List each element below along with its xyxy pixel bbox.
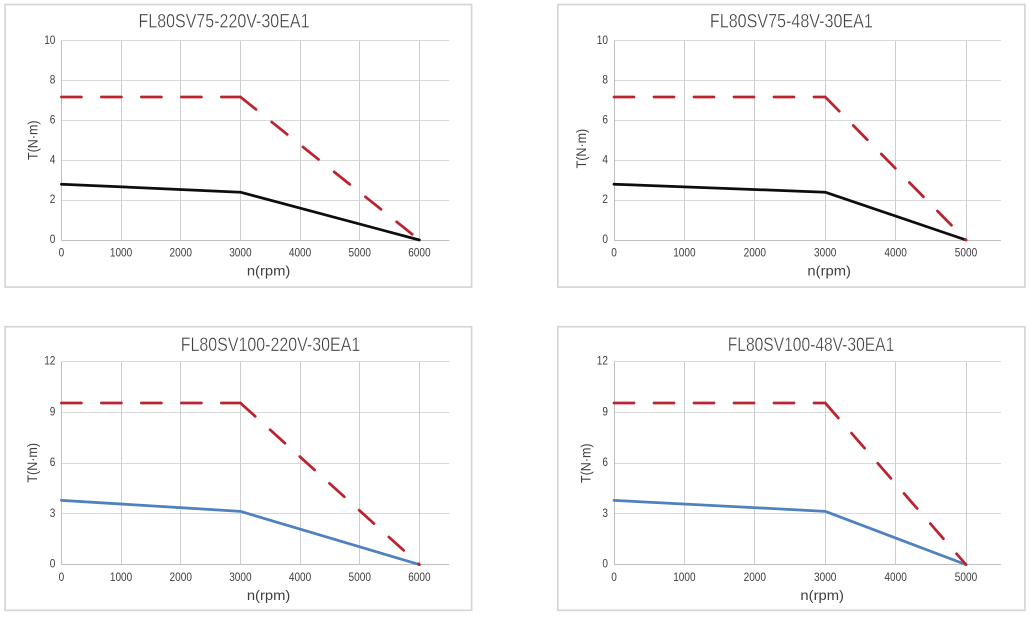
svg-text:2000: 2000 xyxy=(744,246,767,260)
svg-text:4000: 4000 xyxy=(884,570,907,584)
svg-text:6: 6 xyxy=(602,455,608,469)
svg-text:3: 3 xyxy=(602,506,608,520)
svg-text:4000: 4000 xyxy=(289,246,312,260)
svg-text:1000: 1000 xyxy=(110,570,133,584)
svg-text:0: 0 xyxy=(50,557,56,571)
svg-text:3: 3 xyxy=(50,506,56,520)
svg-text:0: 0 xyxy=(602,557,608,571)
svg-text:T(N·m): T(N·m) xyxy=(24,443,40,483)
svg-text:1000: 1000 xyxy=(673,246,696,260)
svg-text:6000: 6000 xyxy=(408,246,431,260)
svg-text:9: 9 xyxy=(50,404,56,418)
svg-text:5000: 5000 xyxy=(349,246,372,260)
svg-text:T(N·m): T(N·m) xyxy=(578,443,594,483)
svg-text:FL80SV75-48V-30EA1: FL80SV75-48V-30EA1 xyxy=(710,12,873,33)
svg-text:3000: 3000 xyxy=(814,570,837,584)
svg-text:1000: 1000 xyxy=(673,570,696,584)
svg-text:12: 12 xyxy=(597,354,608,368)
svg-text:10: 10 xyxy=(597,33,609,47)
svg-text:FL80SV100-48V-30EA1: FL80SV100-48V-30EA1 xyxy=(728,335,895,356)
svg-text:FL80SV75-220V-30EA1: FL80SV75-220V-30EA1 xyxy=(139,12,310,33)
svg-text:T(N·m): T(N·m) xyxy=(573,129,589,169)
svg-text:2000: 2000 xyxy=(170,570,193,584)
svg-text:8: 8 xyxy=(50,73,56,87)
svg-text:6: 6 xyxy=(602,112,608,126)
svg-text:2000: 2000 xyxy=(170,246,193,260)
svg-text:n(rpm): n(rpm) xyxy=(247,587,291,603)
svg-text:5000: 5000 xyxy=(955,570,978,584)
svg-text:2: 2 xyxy=(602,192,608,206)
svg-text:3000: 3000 xyxy=(814,246,837,260)
svg-text:n(rpm): n(rpm) xyxy=(807,263,851,279)
svg-text:4000: 4000 xyxy=(289,570,312,584)
svg-text:5000: 5000 xyxy=(955,246,978,260)
svg-text:6: 6 xyxy=(50,112,56,126)
svg-text:9: 9 xyxy=(602,404,608,418)
svg-text:0: 0 xyxy=(602,232,608,246)
svg-text:2000: 2000 xyxy=(744,570,767,584)
svg-text:5000: 5000 xyxy=(349,570,372,584)
svg-text:0: 0 xyxy=(59,570,65,584)
svg-text:10: 10 xyxy=(44,33,56,47)
svg-text:3000: 3000 xyxy=(229,570,252,584)
svg-text:12: 12 xyxy=(44,354,55,368)
svg-text:4: 4 xyxy=(602,152,608,166)
svg-text:n(rpm): n(rpm) xyxy=(247,263,291,279)
svg-text:0: 0 xyxy=(611,246,617,260)
svg-text:FL80SV100-220V-30EA1: FL80SV100-220V-30EA1 xyxy=(181,335,361,356)
svg-text:8: 8 xyxy=(602,73,608,87)
svg-text:3000: 3000 xyxy=(229,246,252,260)
svg-text:6: 6 xyxy=(50,455,56,469)
svg-text:6000: 6000 xyxy=(408,570,431,584)
svg-text:0: 0 xyxy=(611,570,617,584)
svg-text:0: 0 xyxy=(59,246,65,260)
svg-text:T(N·m): T(N·m) xyxy=(25,120,41,160)
svg-text:2: 2 xyxy=(50,192,56,206)
svg-text:4: 4 xyxy=(50,152,56,166)
svg-text:4000: 4000 xyxy=(884,246,907,260)
svg-text:1000: 1000 xyxy=(110,246,133,260)
svg-text:0: 0 xyxy=(50,232,56,246)
svg-text:n(rpm): n(rpm) xyxy=(800,587,844,603)
